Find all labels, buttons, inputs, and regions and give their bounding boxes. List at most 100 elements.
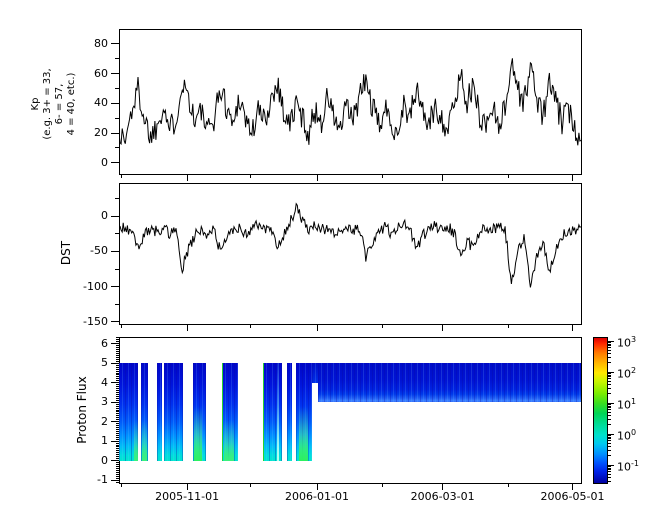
colorbar-tick-label: 100 (617, 428, 637, 443)
dst-panel (119, 183, 582, 325)
x-tick-minor (382, 324, 384, 328)
kp-panel (119, 29, 582, 175)
y-tick-minor (116, 386, 119, 388)
colorbar-tick-label: 10-1 (617, 459, 639, 474)
colorbar-tick-minor (608, 467, 611, 469)
colorbar-tick-major (608, 340, 614, 342)
y-tick-minor (116, 354, 119, 356)
y-tick-label: -1 (97, 473, 108, 487)
colorbar-tick-minor (608, 449, 611, 451)
y-tick-minor (116, 349, 119, 351)
y-tick-minor (116, 403, 119, 405)
kp-axis-label: Kp (e.g. 3+ = 33, 6- = 57, 4 = 40, etc.) (30, 68, 78, 139)
y-tick-minor (116, 419, 119, 421)
y-tick-label: -50 (90, 244, 108, 258)
x-tick-minor (120, 174, 122, 178)
y-tick-major (111, 162, 119, 164)
y-tick-major (111, 132, 119, 134)
x-tick-major (186, 324, 188, 331)
y-tick-minor (116, 366, 119, 368)
colorbar-tick-minor (608, 471, 611, 473)
y-tick-minor (115, 303, 119, 305)
colorbar-tick-minor (608, 376, 611, 378)
y-tick-minor (116, 391, 119, 393)
heatmap-segment (311, 363, 318, 383)
y-tick-label: 0 (101, 453, 108, 467)
colorbar-tick-minor (608, 356, 611, 358)
y-tick-major (111, 479, 119, 481)
x-tick-minor (508, 174, 510, 178)
heatmap-accent-green-bottom (224, 419, 234, 461)
colorbar-tick-minor (608, 387, 611, 389)
y-tick-minor (116, 427, 119, 429)
x-tick-minor (120, 483, 122, 487)
y-tick-label: 20 (94, 126, 108, 140)
x-tick-label: 2006-03-01 (410, 490, 475, 503)
colorbar-tick-minor (608, 436, 611, 438)
y-tick-minor (116, 360, 119, 362)
colorbar-tick-major (608, 371, 614, 373)
y-tick-minor (116, 448, 119, 450)
y-tick-minor (116, 446, 119, 448)
x-tick-major (571, 483, 573, 490)
colorbar-tick-minor (608, 372, 611, 374)
colorbar-tick-minor (608, 378, 611, 380)
y-tick-minor (116, 341, 119, 343)
colorbar-tick-minor (608, 362, 611, 364)
x-tick-minor (382, 174, 384, 178)
y-tick-minor (116, 345, 119, 347)
y-tick-label: -150 (83, 314, 108, 328)
y-tick-minor (115, 58, 119, 60)
y-tick-minor (116, 372, 119, 374)
y-tick-label: -100 (83, 279, 108, 293)
colorbar-tick-major (608, 402, 614, 404)
x-tick-major (316, 324, 318, 331)
y-tick-minor (116, 442, 119, 444)
colorbar-tick-minor (608, 438, 611, 440)
y-tick-minor (116, 415, 119, 417)
y-tick-major (111, 43, 119, 45)
y-tick-major (111, 321, 119, 323)
heatmap-accent-green-bottom-strong (193, 407, 203, 461)
y-tick-label: 2 (101, 414, 108, 428)
y-tick-minor (116, 413, 119, 415)
y-tick-label: 80 (94, 36, 108, 50)
y-tick-major (111, 343, 119, 345)
colorbar-tick-minor (608, 341, 611, 343)
y-tick-major (111, 250, 119, 252)
y-tick-minor (116, 452, 119, 454)
y-tick-minor (116, 423, 119, 425)
colorbar-tick-minor (608, 465, 611, 467)
y-tick-minor (116, 481, 119, 483)
colorbar-tick-minor (608, 476, 611, 478)
colorbar-tick-minor (608, 345, 611, 347)
x-tick-major (186, 483, 188, 490)
colorbar-tick-minor (608, 414, 611, 416)
y-tick-minor (116, 456, 119, 458)
x-tick-major (442, 174, 444, 181)
kp-axis-label-line2: (e.g. 3+ = 33, (42, 68, 53, 140)
colorbar-tick-minor (608, 352, 611, 354)
y-tick-minor (116, 458, 119, 460)
colorbar-tick-major (608, 433, 614, 435)
y-tick-minor (115, 198, 119, 199)
y-tick-minor (116, 395, 119, 397)
y-tick-minor (116, 473, 119, 475)
colorbar-tick-minor (608, 473, 611, 475)
x-tick-major (571, 324, 573, 331)
y-tick-minor (116, 397, 119, 399)
dst-axis-label: DST (59, 240, 73, 266)
y-tick-label: 0 (101, 155, 108, 169)
y-tick-minor (116, 337, 119, 339)
y-tick-major (111, 460, 119, 462)
y-tick-minor (116, 339, 119, 341)
heatmap-accent-green-line (221, 363, 224, 461)
y-tick-major (111, 102, 119, 104)
heatmap-accent-green-bottom (134, 419, 138, 461)
x-tick-minor (250, 483, 252, 487)
y-tick-major (111, 73, 119, 75)
colorbar-tick-minor (608, 393, 611, 395)
x-tick-minor (508, 483, 510, 487)
heatmap-segment (119, 363, 138, 461)
